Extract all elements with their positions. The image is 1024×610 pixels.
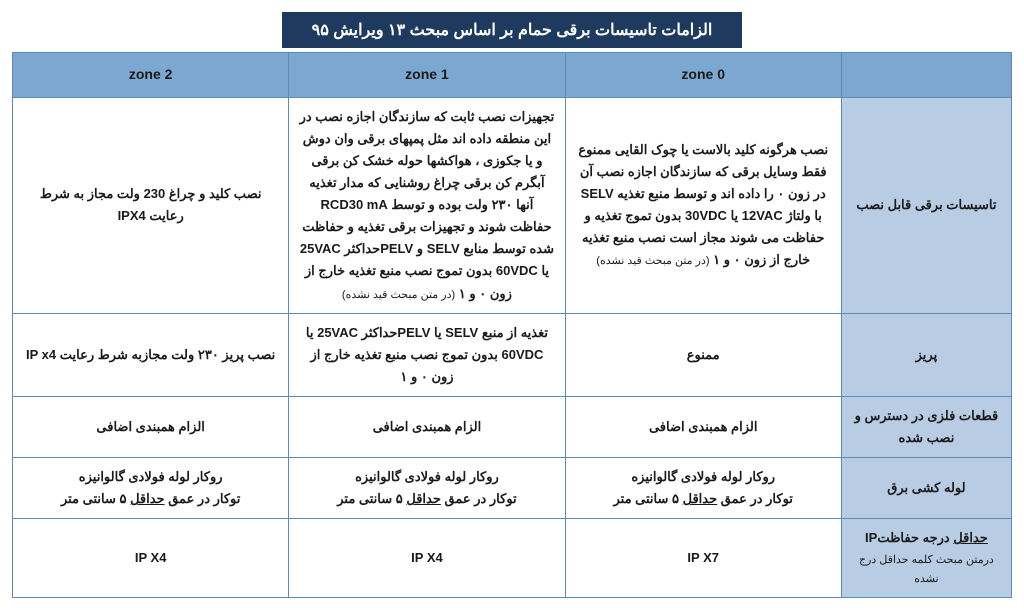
table-row: حداقل درجه حفاظتIP درمتن مبحث کلمه حداقل… bbox=[13, 519, 1012, 597]
cell-text: تجهیزات نصب ثابت که سازندگان اجازه نصب د… bbox=[300, 109, 555, 301]
cell-line: روکار لوله فولادی گالوانیزه bbox=[299, 466, 554, 488]
cell-r3-zone1: الزام همبندی اضافی bbox=[289, 396, 565, 457]
table-row: قطعات فلزی در دسترس و نصب شده الزام همبن… bbox=[13, 396, 1012, 457]
cell-note: (در متن مبحث قید نشده) bbox=[342, 289, 455, 301]
cell-r4-zone2: روکار لوله فولادی گالوانیزه توکار در عمق… bbox=[13, 458, 289, 519]
cell-line: روکار لوله فولادی گالوانیزه bbox=[576, 466, 831, 488]
row-label-installations: تاسیسات برقی قابل نصب bbox=[841, 97, 1011, 313]
cell-line: توکار در عمق حداقل ۵ سانتی متر bbox=[299, 488, 554, 510]
cell-line: روکار لوله فولادی گالوانیزه bbox=[23, 466, 278, 488]
cell-note: (در متن مبحث قید نشده) bbox=[596, 255, 709, 267]
cell-line: توکار در عمق حداقل ۵ سانتی متر bbox=[23, 488, 278, 510]
cell-text: نصب هرگونه کلید بالاست یا چوک القایی ممن… bbox=[578, 142, 828, 267]
cell-r2-zone2: نصب پریز ۲۳۰ ولت مجازبه شرط رعایت IP x4 bbox=[13, 313, 289, 396]
header-zone1: zone 1 bbox=[289, 53, 565, 98]
table-row: لوله کشی برق روکار لوله فولادی گالوانیزه… bbox=[13, 458, 1012, 519]
table-row: پریز ممنوع تغذیه از منبع SELV یا PELVحدا… bbox=[13, 313, 1012, 396]
cell-r2-zone0: ممنوع bbox=[565, 313, 841, 396]
cell-r4-zone0: روکار لوله فولادی گالوانیزه توکار در عمق… bbox=[565, 458, 841, 519]
row-label-metal-parts: قطعات فلزی در دسترس و نصب شده bbox=[841, 396, 1011, 457]
row-label-socket: پریز bbox=[841, 313, 1011, 396]
cell-line: توکار در عمق حداقل ۵ سانتی متر bbox=[576, 488, 831, 510]
table-row: تاسیسات برقی قابل نصب نصب هرگونه کلید با… bbox=[13, 97, 1012, 313]
cell-r1-zone0: نصب هرگونه کلید بالاست یا چوک القایی ممن… bbox=[565, 97, 841, 313]
cell-r2-zone1: تغذیه از منبع SELV یا PELVحداکثر 25VAC ی… bbox=[289, 313, 565, 396]
row-label-wiring: لوله کشی برق bbox=[841, 458, 1011, 519]
table-title: الزامات تاسیسات برقی حمام بر اساس مبحث ۱… bbox=[282, 12, 742, 48]
cell-r4-zone1: روکار لوله فولادی گالوانیزه توکار در عمق… bbox=[289, 458, 565, 519]
header-row: zone 0 zone 1 zone 2 bbox=[13, 53, 1012, 98]
cell-r5-zone1: IP X4 bbox=[289, 519, 565, 597]
requirements-table: zone 0 zone 1 zone 2 تاسیسات برقی قابل ن… bbox=[12, 52, 1012, 598]
cell-r1-zone2: نصب کلید و چراغ 230 ولت مجاز به شرط رعای… bbox=[13, 97, 289, 313]
header-zone0: zone 0 bbox=[565, 53, 841, 98]
header-rowlabel bbox=[841, 53, 1011, 98]
row-label-ip: حداقل درجه حفاظتIP درمتن مبحث کلمه حداقل… bbox=[841, 519, 1011, 597]
cell-r5-zone2: IP X4 bbox=[13, 519, 289, 597]
header-zone2: zone 2 bbox=[13, 53, 289, 98]
cell-r3-zone2: الزام همبندی اضافی bbox=[13, 396, 289, 457]
table-container: الزامات تاسیسات برقی حمام بر اساس مبحث ۱… bbox=[12, 12, 1012, 598]
cell-r5-zone0: IP X7 bbox=[565, 519, 841, 597]
cell-r1-zone1: تجهیزات نصب ثابت که سازندگان اجازه نصب د… bbox=[289, 97, 565, 313]
cell-r3-zone0: الزام همبندی اضافی bbox=[565, 396, 841, 457]
row-label-note: درمتن مبحث کلمه حداقل درج نشده bbox=[852, 551, 1001, 588]
